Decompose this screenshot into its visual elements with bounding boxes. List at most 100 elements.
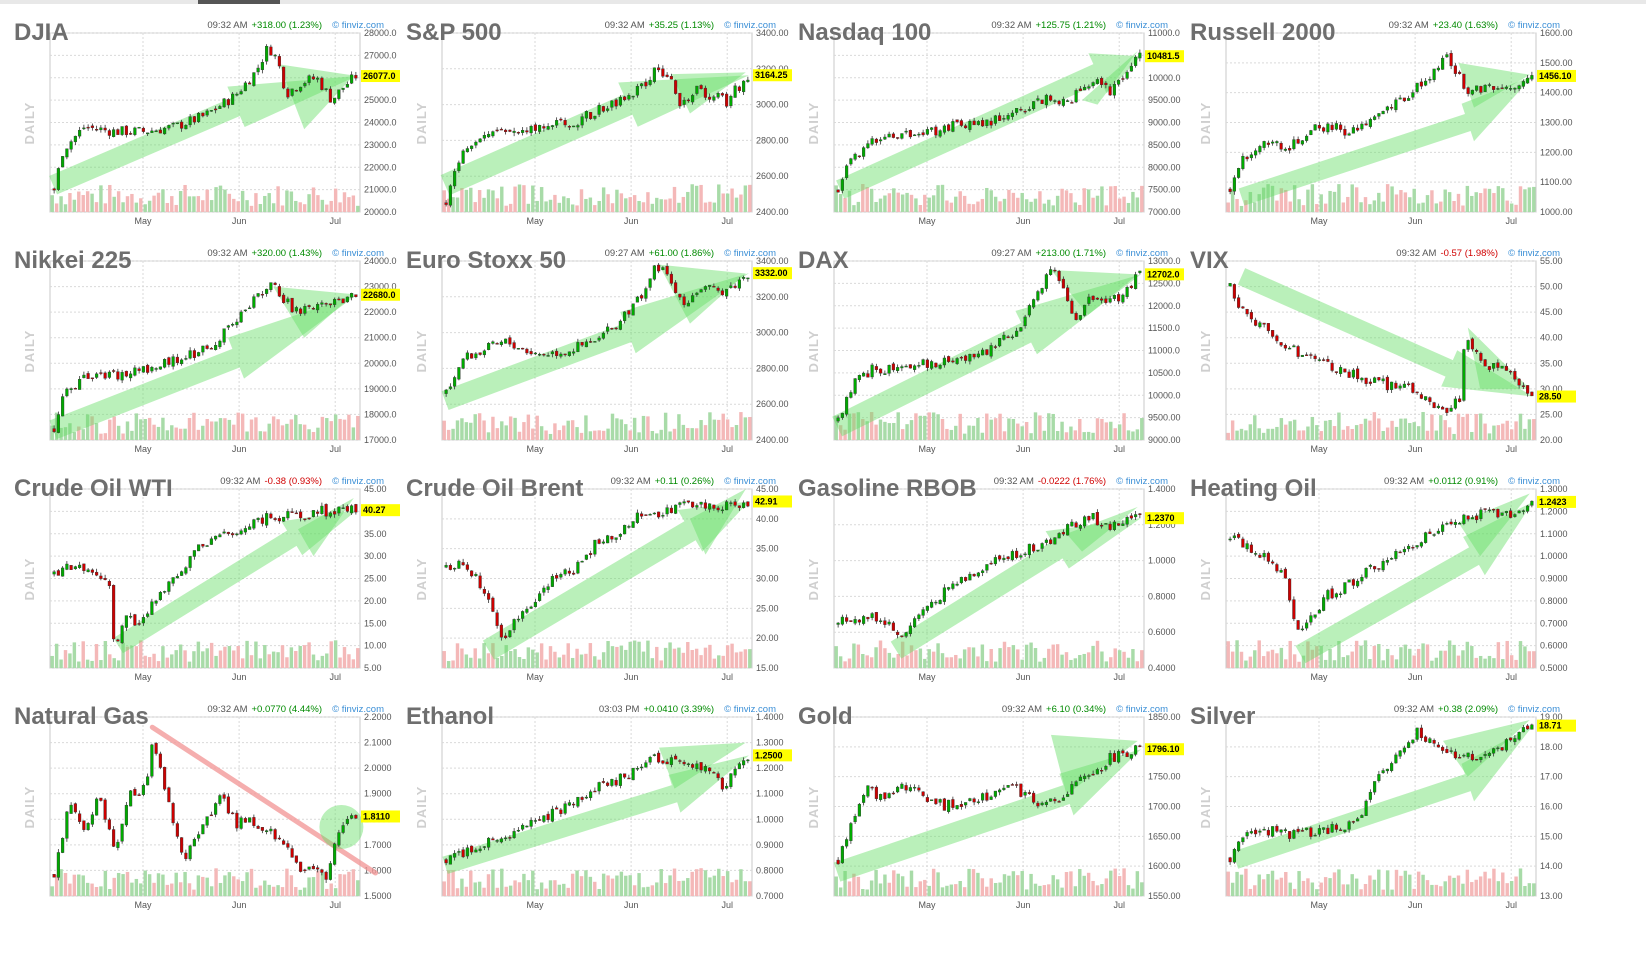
candle-body <box>137 623 141 625</box>
source-label[interactable]: © finviz.com <box>724 248 776 259</box>
source-label[interactable]: © finviz.com <box>1508 248 1560 259</box>
candle-body <box>678 92 682 107</box>
candle-body <box>491 838 495 841</box>
candle-body <box>1117 751 1121 763</box>
candle-body <box>103 372 107 379</box>
volume-bar <box>1055 431 1060 440</box>
volume-bar <box>491 190 495 212</box>
chart-panel-3[interactable]: 1600.00 1500.00 1400.00 1300.00 1200.00 1100.… <box>1184 6 1584 242</box>
volume-bar <box>1020 192 1024 212</box>
source-label[interactable]: © finviz.com <box>1116 248 1168 259</box>
volume-bar <box>477 658 482 668</box>
volume-bar <box>174 427 178 440</box>
candle-body <box>1343 368 1347 373</box>
chart-panel-12[interactable]: 2.20002.10002.00001.90001.80001.70001.60… <box>8 690 408 926</box>
volume-bar <box>843 198 847 212</box>
source-label[interactable]: © finviz.com <box>1116 704 1168 715</box>
volume-bar <box>575 427 579 440</box>
chart-panel-15[interactable]: 19.00 18.00 17.00 16.00 15.00 14.00 13.00 May Ju… <box>1184 690 1584 926</box>
candle-body <box>947 587 951 590</box>
volume-bar <box>491 869 495 896</box>
chart-panel-7[interactable]: 55.00 50.00 45.00 40.00 35.00 30.00 25.00 20.00… <box>1184 234 1584 470</box>
candle-body <box>286 511 290 519</box>
last-price-marker <box>361 504 400 517</box>
candle-body <box>1504 739 1508 751</box>
volume-bar <box>1523 646 1527 668</box>
chart-panel-9[interactable]: 45.00 40.00 35.00 30.00 25.00 20.00 15.00 May Ju… <box>400 462 800 698</box>
volume-bar <box>1024 644 1029 668</box>
volume-bar <box>734 197 739 212</box>
candle-body <box>307 866 311 870</box>
candle-body <box>652 67 656 82</box>
candle-body <box>998 115 1002 121</box>
volume-bar <box>68 883 72 896</box>
candle-body <box>993 790 997 797</box>
volume-bar <box>883 421 887 440</box>
chart-panel-4[interactable]: 24000.0 23000.0 22000.0 21000.0 20000.0 19000… <box>8 234 408 470</box>
candle-body <box>1061 98 1065 106</box>
volume-bar <box>81 195 85 212</box>
volume-bar <box>464 654 469 668</box>
chart-panel-11[interactable]: 1.3000 1.2000 1.1000 1.0000 0.9000 0.8000 0.70… <box>1184 462 1584 698</box>
volume-bar <box>1095 640 1100 668</box>
chart-panel-0[interactable]: 28000.027000.026000.025000.024000.023000… <box>8 6 408 242</box>
candle-body <box>158 129 162 134</box>
source-label[interactable]: © finviz.com <box>332 476 384 487</box>
chart-svg: 24000.023000.022000.021000.020000.019000… <box>14 247 400 454</box>
volume-bar <box>1527 187 1532 212</box>
chart-panel-13[interactable]: 1.4000 1.3000 1.2000 1.1000 1.0000 0.9000 0.80… <box>400 690 800 926</box>
candle-body <box>1258 322 1262 328</box>
source-label[interactable]: © finviz.com <box>1116 20 1168 31</box>
candle-body <box>678 760 682 762</box>
source-label[interactable]: © finviz.com <box>1508 476 1560 487</box>
chart-panel-5[interactable]: 3400.00 3200.00 3000.00 2800.00 2600.00 2400.… <box>400 234 800 470</box>
source-label[interactable]: © finviz.com <box>332 704 384 715</box>
candle-body <box>478 848 482 851</box>
volume-bar <box>703 647 708 668</box>
candle-body <box>631 95 635 98</box>
candle-body <box>1019 108 1023 111</box>
candle-body <box>976 121 980 125</box>
chart-panel-1[interactable]: 3400.00 3200.00 3000.00 2800.00 2600.00 2400.… <box>400 6 800 242</box>
volume-bar <box>646 416 650 440</box>
chart-panel-8[interactable]: 45.0040.0035.0030.0025.0020.0015.0010.00… <box>8 462 408 698</box>
volume-bar <box>85 659 90 668</box>
candle-body <box>1036 98 1040 101</box>
chart-panel-6[interactable]: 13000.0 12500.0 12000.0 11500.0 11000.0 10500… <box>792 234 1192 470</box>
candle-body <box>1453 751 1457 759</box>
candle-body <box>1445 407 1449 413</box>
source-label[interactable]: © finviz.com <box>724 704 776 715</box>
volume-bar <box>632 885 637 896</box>
candle-body <box>465 148 469 153</box>
source-label[interactable]: © finviz.com <box>1508 20 1560 31</box>
volume-bar <box>442 190 446 212</box>
chart-panel-14[interactable]: 1850.001800.001750.001700.001650.001600.… <box>792 690 1192 926</box>
candle-body <box>1245 309 1249 315</box>
candle-body <box>1258 830 1262 833</box>
volume-bar <box>1323 877 1328 896</box>
volume-bar <box>1064 652 1069 668</box>
candle-body <box>150 744 154 777</box>
candle-body <box>691 764 695 768</box>
volume-bar <box>1253 885 1257 896</box>
source-label[interactable]: © finviz.com <box>724 476 776 487</box>
chart-panel-10[interactable]: 1.4000 1.2000 1.0000 0.8000 0.6000 0.4000 May J… <box>792 462 1192 698</box>
volume-bar <box>874 869 878 896</box>
y-tick-label: 0.9000 <box>1540 574 1568 584</box>
volume-bar <box>1310 184 1315 212</box>
candle-body <box>1258 146 1262 153</box>
source-label[interactable]: © finviz.com <box>332 248 384 259</box>
source-label[interactable]: © finviz.com <box>332 20 384 31</box>
volume-bar <box>659 660 663 668</box>
candle-body <box>345 84 349 88</box>
source-label[interactable]: © finviz.com <box>724 20 776 31</box>
chart-panel-2[interactable]: 11000.010500.010000.09500.009000.008500.… <box>792 6 1192 242</box>
candle-body <box>1091 295 1095 300</box>
source-label[interactable]: © finviz.com <box>1508 704 1560 715</box>
volume-bar <box>883 874 887 896</box>
candle-body <box>243 82 247 92</box>
volume-bar <box>307 429 311 440</box>
candle-body <box>1441 57 1445 70</box>
active-tab[interactable] <box>198 0 280 4</box>
source-label[interactable]: © finviz.com <box>1116 476 1168 487</box>
